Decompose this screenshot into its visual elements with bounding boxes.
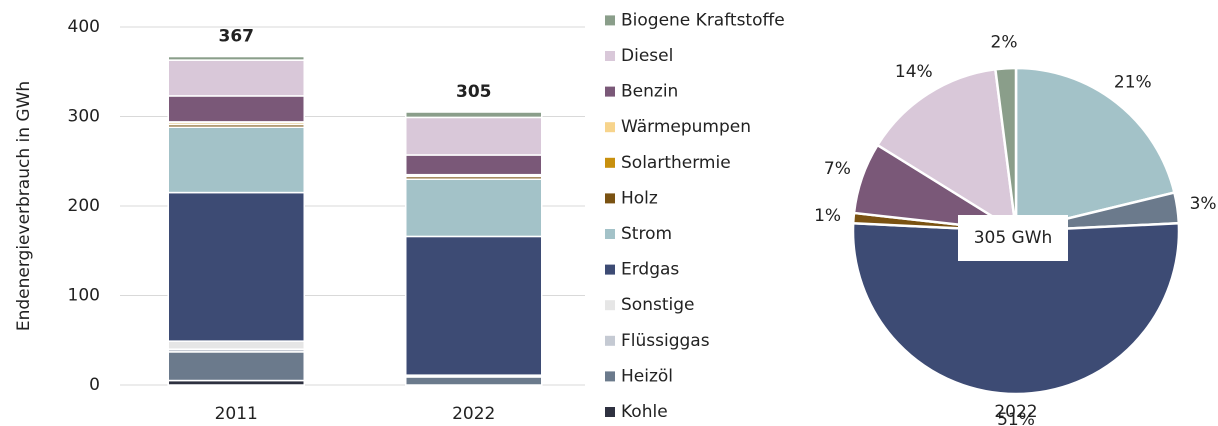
legend-swatch <box>605 229 615 239</box>
bar-segment <box>167 340 305 350</box>
y-tick-label: 300 <box>68 107 100 127</box>
slice-label: 7% <box>824 159 851 179</box>
slice-label: 51% <box>997 410 1035 426</box>
legend-label: Erdgas <box>621 260 679 280</box>
pie-slice <box>1014 66 1176 233</box>
slice-label: 14% <box>895 62 933 82</box>
bar-segment <box>405 116 543 156</box>
legend-swatch <box>605 335 615 346</box>
y-tick-label: 200 <box>68 196 100 216</box>
legend-swatch <box>605 15 615 26</box>
pie-slice <box>875 67 1018 234</box>
legend-label: Holz <box>621 188 658 208</box>
legend-label: Biogene Kraftstoffe <box>621 10 785 30</box>
legend-label: Kohle <box>621 402 668 422</box>
legend-swatch <box>605 264 615 275</box>
legend-swatch <box>605 300 615 311</box>
bar-segment <box>167 191 305 342</box>
slice-label: 21% <box>1114 72 1152 92</box>
center-label: 305 GWh <box>974 228 1053 248</box>
pie-slice <box>851 221 1181 396</box>
bar-segment <box>405 235 543 376</box>
bar-segment <box>405 376 543 386</box>
total-label: 367 <box>219 27 255 47</box>
bar-segment <box>167 95 305 123</box>
bar-segment <box>167 351 305 382</box>
legend-label: Heizöl <box>621 366 673 386</box>
legend-label: Sonstige <box>621 295 694 315</box>
legend-swatch <box>605 157 615 168</box>
legend-label: Strom <box>621 224 672 244</box>
bar-segment <box>405 154 543 176</box>
x-tick-label: 2022 <box>452 404 495 424</box>
y-tick-label: 100 <box>68 286 100 306</box>
legend-label: Benzin <box>621 82 678 102</box>
legend-swatch <box>605 86 615 97</box>
bar-segment <box>405 178 543 238</box>
bar-segment <box>167 126 305 194</box>
total-label: 305 <box>456 82 492 102</box>
y-tick-label: 0 <box>89 375 100 395</box>
legend-swatch <box>605 193 615 204</box>
slice-label: 2% <box>991 32 1018 52</box>
center-box <box>958 215 1068 261</box>
legend-label: Wärmepumpen <box>621 117 751 137</box>
legend-label: Diesel <box>621 46 673 66</box>
slice-label: 3% <box>1190 194 1217 214</box>
slice-label: 1% <box>814 206 841 226</box>
legend-label: Flüssiggas <box>621 331 710 351</box>
pie-slice <box>993 66 1018 232</box>
bar-segment <box>405 111 543 119</box>
bar-segment <box>167 59 305 97</box>
legend-label: Solarthermie <box>621 153 731 173</box>
pie-label: 2022 <box>994 402 1037 422</box>
x-tick-label: 2011 <box>215 404 258 424</box>
legend-swatch <box>605 371 615 382</box>
legend-swatch <box>605 407 615 417</box>
legend-swatch <box>605 51 615 61</box>
y-tick-label: 400 <box>68 17 100 37</box>
legend-swatch <box>605 122 615 133</box>
bar-segment <box>167 55 305 61</box>
y-axis-label: Endenergieverbrauch in GWh <box>14 81 34 331</box>
